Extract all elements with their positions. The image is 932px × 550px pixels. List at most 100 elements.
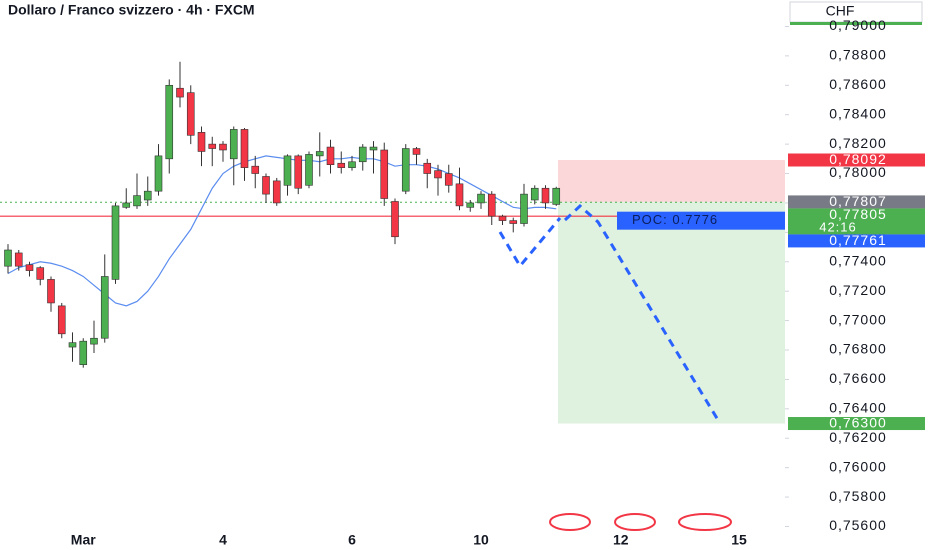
candle-body bbox=[272, 180, 281, 204]
y-tick-label: 0,78400 bbox=[829, 105, 887, 121]
price-tag bbox=[788, 234, 925, 248]
candle-body bbox=[412, 148, 421, 155]
price-tag-label: 0,77761 bbox=[829, 232, 887, 248]
candle-body bbox=[79, 340, 88, 366]
candle-body bbox=[57, 305, 66, 335]
candle-body bbox=[552, 187, 561, 205]
candle-body bbox=[262, 176, 270, 195]
x-tick-label: Mar bbox=[71, 532, 96, 548]
candle-body bbox=[401, 148, 410, 192]
candle-body bbox=[391, 201, 399, 238]
price-tag-label: 0,77805 bbox=[829, 206, 887, 222]
candle-body bbox=[466, 202, 475, 208]
candle-body bbox=[434, 170, 442, 179]
candle-body bbox=[133, 195, 141, 207]
candle-body bbox=[305, 154, 313, 186]
y-tick-label: 0,77200 bbox=[829, 282, 887, 298]
x-tick-label: 4 bbox=[219, 532, 227, 548]
stop-zone bbox=[558, 160, 785, 202]
candle-body bbox=[100, 276, 109, 339]
y-tick-label: 0,78600 bbox=[829, 76, 887, 92]
countdown: 42:16 bbox=[819, 219, 857, 234]
candle-body bbox=[477, 193, 485, 204]
candle-body bbox=[455, 183, 464, 207]
candle-body bbox=[369, 146, 378, 151]
candle-body bbox=[186, 92, 195, 136]
candle-body bbox=[541, 187, 550, 204]
poc-box bbox=[617, 211, 785, 230]
projection-path bbox=[563, 203, 720, 421]
currency-bar bbox=[790, 22, 922, 25]
x-tick-label: 12 bbox=[613, 532, 629, 548]
candle-body bbox=[229, 129, 238, 160]
currency: CHF bbox=[826, 3, 855, 19]
y-tick-label: 0,77000 bbox=[829, 311, 887, 327]
candle-body bbox=[143, 190, 152, 201]
price-tag bbox=[788, 417, 925, 431]
y-tick-label: 0,79000 bbox=[829, 17, 887, 33]
y-tick-label: 0,78200 bbox=[829, 135, 887, 151]
candle-body bbox=[111, 205, 120, 280]
y-tick-label: 0,77400 bbox=[829, 252, 887, 268]
y-tick-label: 0,75800 bbox=[829, 488, 887, 504]
candle-body bbox=[326, 146, 335, 166]
candle-body bbox=[47, 279, 55, 304]
candle-body bbox=[176, 87, 184, 98]
candle-body bbox=[154, 155, 163, 192]
candle-body bbox=[358, 146, 367, 163]
y-tick-label: 0,76000 bbox=[829, 458, 887, 474]
candle-body bbox=[315, 151, 324, 157]
candle-body bbox=[294, 155, 303, 189]
x-tick-label: 6 bbox=[348, 532, 356, 548]
y-tick-label: 0,76600 bbox=[829, 370, 887, 386]
y-tick-label: 0,76200 bbox=[829, 429, 887, 445]
candle-body bbox=[36, 267, 45, 280]
candle-body bbox=[444, 173, 453, 186]
candle-body bbox=[122, 202, 131, 208]
candle-body bbox=[337, 162, 346, 168]
candle-body bbox=[240, 129, 249, 168]
event-icon bbox=[678, 513, 732, 531]
y-tick-label: 0,78000 bbox=[829, 164, 887, 180]
price-tag-label: 0,76300 bbox=[829, 415, 887, 431]
event-icons bbox=[549, 513, 732, 531]
candle-body bbox=[380, 149, 389, 199]
candle-body bbox=[219, 143, 227, 151]
price-tag-label: 0,78092 bbox=[829, 151, 887, 167]
candle-body bbox=[423, 162, 432, 174]
chart-title: Dollaro / Franco svizzero · 4h · FXCM bbox=[8, 2, 255, 18]
price-tag bbox=[788, 195, 925, 209]
candle-body bbox=[197, 132, 206, 152]
candle-body bbox=[165, 84, 174, 160]
projection-path bbox=[498, 217, 562, 269]
price-tag bbox=[788, 208, 925, 235]
y-tick-label: 0,75600 bbox=[829, 517, 887, 533]
event-icon bbox=[614, 513, 656, 531]
candle-body bbox=[487, 193, 496, 217]
candle-body bbox=[14, 252, 23, 267]
candle-body bbox=[498, 215, 507, 221]
price-tag bbox=[788, 153, 925, 167]
moving-average bbox=[7, 155, 557, 307]
candle-body bbox=[509, 220, 518, 224]
candle-body bbox=[530, 187, 539, 201]
plot-area bbox=[0, 61, 785, 424]
candle-body bbox=[68, 342, 77, 348]
candle-body bbox=[90, 337, 98, 345]
candle-body bbox=[4, 249, 12, 267]
candle-body bbox=[208, 143, 217, 149]
candle-body bbox=[283, 155, 292, 186]
x-tick-label: 15 bbox=[731, 532, 747, 548]
y-tick-label: 0,76400 bbox=[829, 400, 887, 416]
candle-body bbox=[251, 165, 260, 174]
x-tick-label: 10 bbox=[473, 532, 489, 548]
y-tick-label: 0,76800 bbox=[829, 341, 887, 357]
price-tag-label: 0,77807 bbox=[829, 193, 887, 209]
poc-label: POC: 0.7776 bbox=[632, 212, 718, 227]
target-zone bbox=[558, 201, 785, 424]
candle-body bbox=[348, 161, 356, 168]
event-icon bbox=[549, 513, 591, 531]
candle-body bbox=[520, 193, 528, 224]
